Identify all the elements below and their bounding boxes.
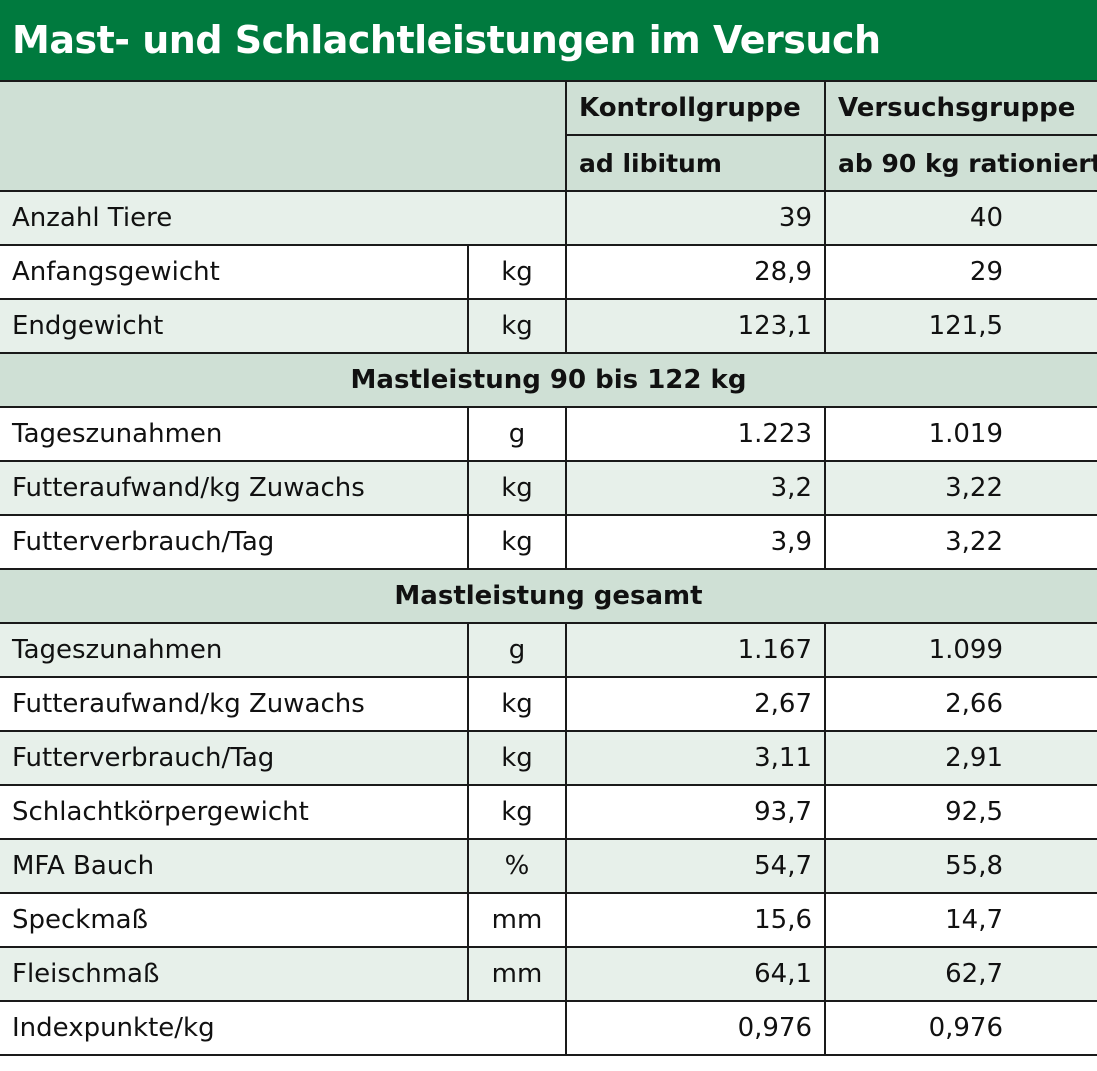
row-unit: g — [467, 406, 567, 462]
row-label: Futterverbrauch/Tag — [0, 514, 469, 570]
test-value: 14,7 — [824, 892, 1097, 948]
table-row: Tageszunahmen g 1.223 1.019 — [0, 406, 1097, 462]
test-value: 3,22 — [824, 460, 1097, 516]
control-value: 2,67 — [565, 676, 826, 732]
test-value: 92,5 — [824, 784, 1097, 840]
test-value: 55,8 — [824, 838, 1097, 894]
table-row: Futterverbrauch/Tag kg 3,11 2,91 — [0, 730, 1097, 786]
control-value: 0,976 — [565, 1000, 826, 1056]
row-label: Tageszunahmen — [0, 406, 469, 462]
control-value: 3,11 — [565, 730, 826, 786]
header-row-groups: Kontrollgruppe Versuchsgruppe — [0, 80, 1097, 192]
row-unit: g — [467, 622, 567, 678]
control-value: 15,6 — [565, 892, 826, 948]
test-value: 29 — [824, 244, 1097, 300]
row-label: Speckmaß — [0, 892, 469, 948]
title-bar: Mast- und Schlachtleistungen im Versuch — [0, 0, 1097, 80]
table-row: Futteraufwand/kg Zuwachs kg 2,67 2,66 — [0, 676, 1097, 732]
test-value: 62,7 — [824, 946, 1097, 1002]
table-row: Endgewicht kg 123,1 121,5 — [0, 298, 1097, 354]
control-value: 3,9 — [565, 514, 826, 570]
row-unit: kg — [467, 676, 567, 732]
row-unit: kg — [467, 784, 567, 840]
control-value: 1.223 — [565, 406, 826, 462]
row-label: Schlachtkörpergewicht — [0, 784, 469, 840]
table-row: Schlachtkörpergewicht kg 93,7 92,5 — [0, 784, 1097, 840]
row-unit: kg — [467, 244, 567, 300]
section-title: Mastleistung gesamt — [0, 568, 1097, 624]
test-value: 1.019 — [824, 406, 1097, 462]
row-label: Fleischmaß — [0, 946, 469, 1002]
test-value: 40 — [824, 190, 1097, 246]
control-value: 3,2 — [565, 460, 826, 516]
test-value: 1.099 — [824, 622, 1097, 678]
control-value: 28,9 — [565, 244, 826, 300]
control-value: 93,7 — [565, 784, 826, 840]
results-table: Kontrollgruppe Versuchsgruppe ad libitum… — [0, 80, 1097, 1056]
row-unit: kg — [467, 460, 567, 516]
header-control-sub: ad libitum — [565, 134, 826, 192]
table-row: Indexpunkte/kg 0,976 0,976 — [0, 1000, 1097, 1056]
table-title: Mast- und Schlachtleistungen im Versuch — [12, 18, 881, 62]
row-label: Anzahl Tiere — [0, 190, 567, 246]
header-empty-cell — [0, 80, 567, 192]
row-unit: kg — [467, 730, 567, 786]
section-header-row: Mastleistung 90 bis 122 kg — [0, 352, 1097, 408]
row-label: MFA Bauch — [0, 838, 469, 894]
header-test-sub: ab 90 kg rationiert — [824, 134, 1097, 192]
table-row: Futteraufwand/kg Zuwachs kg 3,2 3,22 — [0, 460, 1097, 516]
row-label: Endgewicht — [0, 298, 469, 354]
row-unit: mm — [467, 892, 567, 948]
row-unit: kg — [467, 298, 567, 354]
control-value: 64,1 — [565, 946, 826, 1002]
control-value: 1.167 — [565, 622, 826, 678]
control-value: 54,7 — [565, 838, 826, 894]
header-row-conditions: ad libitum ab 90 kg rationiert — [0, 134, 1097, 192]
control-value: 39 — [565, 190, 826, 246]
row-label: Futterverbrauch/Tag — [0, 730, 469, 786]
test-value: 2,91 — [824, 730, 1097, 786]
table-row: Tageszunahmen g 1.167 1.099 — [0, 622, 1097, 678]
section-header-row: Mastleistung gesamt — [0, 568, 1097, 624]
test-value: 121,5 — [824, 298, 1097, 354]
table-row: Anzahl Tiere 39 40 — [0, 190, 1097, 246]
row-label: Futteraufwand/kg Zuwachs — [0, 460, 469, 516]
table-row: MFA Bauch % 54,7 55,8 — [0, 838, 1097, 894]
row-unit: % — [467, 838, 567, 894]
row-label: Indexpunkte/kg — [0, 1000, 567, 1056]
section-title: Mastleistung 90 bis 122 kg — [0, 352, 1097, 408]
control-value: 123,1 — [565, 298, 826, 354]
table-row: Anfangsgewicht kg 28,9 29 — [0, 244, 1097, 300]
test-value: 2,66 — [824, 676, 1097, 732]
header-control-label: Kontrollgruppe — [565, 80, 826, 136]
row-label: Futteraufwand/kg Zuwachs — [0, 676, 469, 732]
row-label: Tageszunahmen — [0, 622, 469, 678]
row-label: Anfangsgewicht — [0, 244, 469, 300]
test-value: 3,22 — [824, 514, 1097, 570]
row-unit: mm — [467, 946, 567, 1002]
test-value: 0,976 — [824, 1000, 1097, 1056]
table-row: Futterverbrauch/Tag kg 3,9 3,22 — [0, 514, 1097, 570]
table-row: Fleischmaß mm 64,1 62,7 — [0, 946, 1097, 1002]
header-test-label: Versuchsgruppe — [824, 80, 1097, 136]
table-row: Speckmaß mm 15,6 14,7 — [0, 892, 1097, 948]
row-unit: kg — [467, 514, 567, 570]
